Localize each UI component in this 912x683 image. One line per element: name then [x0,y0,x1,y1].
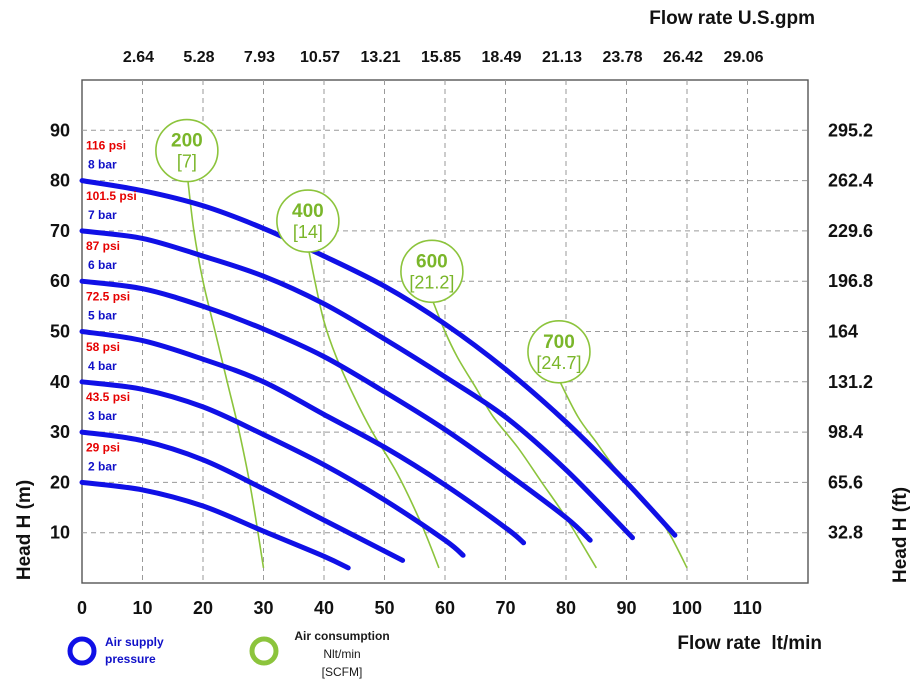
legend-pressure-label-line2: pressure [105,652,156,666]
air-consumption-badge-value: 200 [171,131,203,152]
y-axis-right-tick-label: 164 [828,322,858,342]
air-consumption-badge-scfm: [21.2] [409,272,454,292]
y-axis-left-tick-label: 30 [50,422,70,442]
pressure-curve [79,479,351,571]
air-consumption-badge-circle [276,189,340,253]
x-axis-top-tick-label: 29.06 [723,49,763,66]
pressure-label-psi: 29 psi [86,440,120,454]
x-axis-bottom-tick-label: 110 [733,598,762,618]
x-axis-bottom-tick-label: 60 [435,598,455,618]
pressure-label-psi: 43.5 psi [86,390,130,404]
legend-consumption-label-line1: Air consumption [294,629,389,643]
air-consumption-badge-scfm: [7] [177,152,197,172]
y-axis-right-tick-label: 65.6 [828,472,863,492]
legend-pressure-label-line1: Air supply [105,635,164,649]
x-axis-top-tick-label: 18.49 [481,49,521,66]
pressure-label-psi: 101.5 psi [86,189,137,203]
air-consumption-badge-value: 700 [543,332,575,353]
pressure-curve [79,379,466,558]
pressure-label-bar: 3 bar [88,409,117,423]
y-axis-left-title: Head H (m) [14,480,35,580]
pressure-curve [79,429,406,563]
y-axis-right-tick-label: 131.2 [828,372,873,392]
y-axis-right-ticks: 32.8 65.6 98.4 131.2 164 196.8 229.6 262.4 295.2 [828,120,873,542]
x-axis-top-tick-label: 2.64 [123,49,154,66]
air-consumption-curve [308,250,440,569]
y-axis-left-tick-label: 50 [50,322,70,342]
x-axis-top-tick-label: 10.57 [300,49,340,66]
pressure-labels: 29 psi 2 bar 43.5 psi 3 bar 58 psi 4 bar 72.5 … [86,139,137,474]
air-consumption-badge-scfm: [14] [293,222,323,242]
pressure-curve [79,329,527,546]
x-axis-bottom-tick-label: 50 [374,598,394,618]
x-axis-top-tick-label: 21.13 [542,49,582,66]
pressure-label-psi: 72.5 psi [86,290,130,304]
y-axis-right-tick-label: 262.4 [828,171,873,191]
y-axis-left-tick-label: 20 [50,472,70,492]
x-axis-bottom-tick-label: 80 [556,598,576,618]
x-axis-bottom-tick-label: 10 [132,598,152,618]
pressure-label-bar: 5 bar [88,309,117,323]
x-axis-bottom-tick-label: 40 [314,598,334,618]
x-axis-top-tick-label: 15.85 [421,49,461,66]
y-axis-left-ticks: 10 20 30 40 50 60 70 80 90 [50,120,70,542]
pressure-label-psi: 58 psi [86,340,120,354]
x-axis-top-tick-label: 13.21 [360,49,400,66]
x-axis-bottom-title: Flow rate lt/min [677,633,822,654]
x-axis-bottom-tick-label: 100 [672,598,702,618]
x-axis-top-tick-label: 23.78 [602,49,642,66]
x-axis-bottom-tick-label: 0 [77,598,87,618]
pressure-curves [79,178,678,571]
y-axis-left-tick-label: 70 [50,221,70,241]
pressure-curve [79,228,635,541]
x-axis-top-tick-label: 5.28 [183,49,214,66]
x-axis-bottom-ticks: 0 10 20 30 40 50 60 70 80 90 100 110 [77,598,762,618]
y-axis-left-tick-label: 90 [50,120,70,140]
legend-pressure-swatch [67,636,97,666]
y-axis-right-tick-label: 32.8 [828,523,863,543]
y-axis-left-tick-label: 80 [50,171,70,191]
x-axis-bottom-tick-label: 30 [253,598,273,618]
legend-consumption-label-line3: [SCFM] [322,665,363,679]
y-axis-left-tick-label: 40 [50,372,70,392]
air-consumption-badge-value: 400 [292,201,324,222]
x-axis-top-tick-label: 26.42 [663,49,703,66]
air-consumption-badge-value: 600 [416,251,448,272]
x-axis-top-ticks: 2.64 5.28 7.93 10.57 13.21 15.85 18.49 21.13 23.… [123,49,764,66]
pressure-label-bar: 8 bar [88,158,117,172]
pressure-label-bar: 2 bar [88,459,117,473]
legend-consumption-label-line2: Nlt/min [323,647,360,661]
pressure-label-bar: 7 bar [88,208,117,222]
legend-consumption-swatch [249,636,279,666]
pressure-curve [79,178,678,538]
air-consumption-badge-scfm: [24.7] [536,353,581,373]
pressure-label-psi: 116 psi [86,139,126,153]
y-axis-left-tick-label: 10 [50,523,70,543]
pressure-label-bar: 6 bar [88,258,117,272]
x-axis-bottom-tick-label: 20 [193,598,213,618]
x-axis-top-tick-label: 7.93 [244,49,275,66]
x-axis-bottom-tick-label: 90 [616,598,636,618]
air-consumption-badge-circle [155,118,219,183]
pressure-label-psi: 87 psi [86,239,120,253]
y-axis-right-tick-label: 229.6 [828,221,873,241]
air-consumption-badge-circle [527,319,591,384]
y-axis-left-tick-label: 60 [50,271,70,291]
y-axis-right-tick-label: 98.4 [828,422,863,442]
y-axis-right-tick-label: 295.2 [828,120,873,140]
legend: Air supply pressure Air consumption Nlt/… [67,629,390,679]
air-consumption-curve [187,180,265,569]
x-axis-top-title: Flow rate U.S.gpm [649,8,815,29]
air-consumption-badge-circle [400,239,464,304]
pressure-curve [79,278,593,543]
air-consumption-curve [432,301,597,569]
y-axis-right-title: Head H (ft) [890,487,911,583]
air-consumption-badges: 200[7] 400[14] 600[21.2] 700[24.7] [155,118,591,384]
y-axis-right-tick-label: 196.8 [828,271,873,291]
x-axis-bottom-tick-label: 70 [495,598,515,618]
pressure-label-bar: 4 bar [88,359,117,373]
